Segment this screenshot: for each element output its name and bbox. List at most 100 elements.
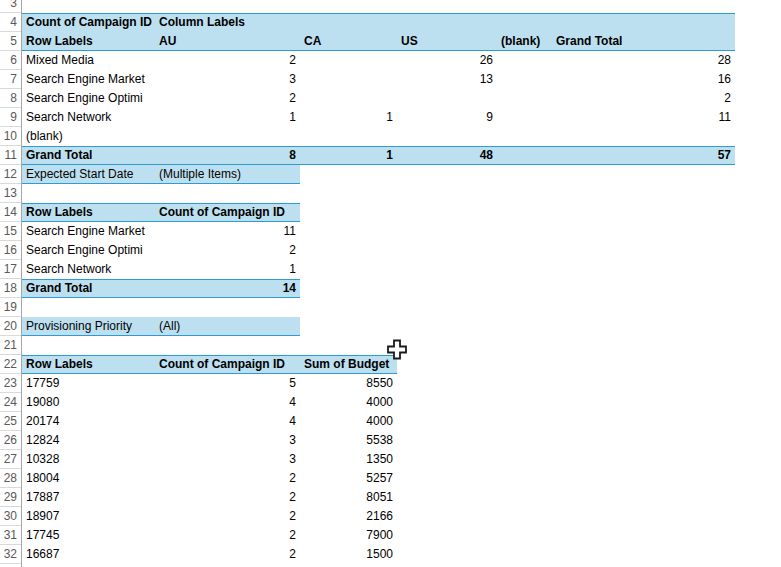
pivot1-grandtotal-label[interactable]: Grand Total [22,146,155,165]
filter2-value[interactable]: (All) [155,317,300,336]
pivot1-value[interactable]: 11 [552,108,735,127]
row-header-13[interactable]: 13 [0,184,21,203]
row-header-26[interactable]: 26 [0,431,21,450]
pivot3-row-label[interactable]: 18004 [22,469,155,488]
pivot1-value[interactable]: 2 [155,89,300,108]
row-header-25[interactable]: 25 [0,412,21,431]
row-header-9[interactable]: 9 [0,108,21,127]
pivot3-budget-value[interactable]: 1350 [300,450,397,469]
row-header-18[interactable]: 18 [0,279,21,298]
pivot2-value[interactable]: 1 [155,260,300,279]
pivot2-value[interactable]: 11 [155,222,300,241]
row-header-22[interactable]: 22 [0,355,21,374]
pivot2-value[interactable]: 2 [155,241,300,260]
pivot1-column-labels-caption[interactable]: Column Labels [155,13,300,32]
pivot1-col-header-0[interactable]: AU [155,32,300,51]
pivot3-count-value[interactable]: 3 [155,431,300,450]
pivot3-budget-caption[interactable]: Sum of Budget [300,355,397,374]
pivot1-value[interactable]: 1 [300,108,397,127]
row-header-10[interactable]: 10 [0,127,21,146]
pivot3-count-value[interactable]: 2 [155,526,300,545]
pivot1-grandtotal-value[interactable]: 8 [155,146,300,165]
pivot2-grandtotal-label[interactable]: Grand Total [22,279,155,298]
pivot3-row-label[interactable]: 20174 [22,412,155,431]
pivot1-row-label[interactable]: Search Engine Optimi [22,89,155,108]
pivot3-row-label[interactable]: 12824 [22,431,155,450]
pivot2-row-labels-caption[interactable]: Row Labels [22,203,155,222]
pivot3-count-value[interactable]: 4 [155,393,300,412]
pivot1-value[interactable]: 1 [155,108,300,127]
pivot1-row-label[interactable]: Search Engine Market [22,70,155,89]
pivot3-budget-value[interactable]: 8550 [300,374,397,393]
pivot3-budget-value[interactable]: 5257 [300,469,397,488]
row-header-5[interactable]: 5 [0,32,21,51]
pivot3-budget-value[interactable]: 4000 [300,412,397,431]
pivot3-row-labels-caption[interactable]: Row Labels [22,355,155,374]
pivot1-row-labels-caption[interactable]: Row Labels [22,32,155,51]
pivot3-count-value[interactable]: 2 [155,469,300,488]
filter1-label[interactable]: Expected Start Date [22,165,155,184]
pivot1-col-header-4[interactable]: Grand Total [552,32,735,51]
row-header-3[interactable]: 3 [0,0,21,13]
pivot3-budget-value[interactable]: 7900 [300,526,397,545]
pivot1-col-header-1[interactable]: CA [300,32,397,51]
row-header-24[interactable]: 24 [0,393,21,412]
filter2-label[interactable]: Provisioning Priority [22,317,155,336]
row-header-20[interactable]: 20 [0,317,21,336]
row-header-8[interactable]: 8 [0,89,21,108]
row-header-7[interactable]: 7 [0,70,21,89]
row-header-12[interactable]: 12 [0,165,21,184]
row-header-27[interactable]: 27 [0,450,21,469]
row-header-30[interactable]: 30 [0,507,21,526]
filter1-value[interactable]: (Multiple Items) [155,165,300,184]
pivot1-value[interactable]: 13 [397,70,497,89]
pivot1-grandtotal-value[interactable]: 48 [397,146,497,165]
pivot1-value[interactable]: 26 [397,51,497,70]
pivot2-row-label[interactable]: Search Engine Market [22,222,155,241]
pivot2-value-caption[interactable]: Count of Campaign ID [155,203,300,222]
row-header-32[interactable]: 32 [0,545,21,564]
pivot3-count-value[interactable]: 2 [155,507,300,526]
pivot1-col-header-3[interactable]: (blank) [497,32,552,51]
pivot3-budget-value[interactable]: 5538 [300,431,397,450]
row-header-28[interactable]: 28 [0,469,21,488]
row-header-4[interactable]: 4 [0,13,21,32]
pivot1-title[interactable]: Count of Campaign ID [22,13,155,32]
pivot3-row-label[interactable]: 19080 [22,393,155,412]
pivot1-row-label[interactable]: Search Network [22,108,155,127]
row-header-31[interactable]: 31 [0,526,21,545]
pivot3-count-value[interactable]: 2 [155,488,300,507]
pivot3-row-label[interactable]: 17745 [22,526,155,545]
pivot3-budget-value[interactable]: 1500 [300,545,397,564]
pivot3-row-label[interactable]: 16687 [22,545,155,564]
pivot3-budget-value[interactable]: 8051 [300,488,397,507]
row-header-6[interactable]: 6 [0,51,21,70]
row-header-11[interactable]: 11 [0,146,21,165]
pivot3-count-caption[interactable]: Count of Campaign ID [155,355,300,374]
row-header-21[interactable]: 21 [0,336,21,355]
pivot2-row-label[interactable]: Search Network [22,260,155,279]
pivot3-count-value[interactable]: 2 [155,545,300,564]
pivot1-col-header-2[interactable]: US [397,32,497,51]
pivot3-count-value[interactable]: 4 [155,412,300,431]
pivot1-value[interactable]: 16 [552,70,735,89]
pivot3-budget-value[interactable]: 4000 [300,393,397,412]
row-header-16[interactable]: 16 [0,241,21,260]
pivot1-value[interactable]: 2 [155,51,300,70]
pivot1-value[interactable]: 3 [155,70,300,89]
pivot3-budget-value[interactable]: 2166 [300,507,397,526]
pivot3-row-label[interactable]: 18907 [22,507,155,526]
pivot1-row-label[interactable]: (blank) [22,127,155,146]
row-header-15[interactable]: 15 [0,222,21,241]
pivot2-row-label[interactable]: Search Engine Optimi [22,241,155,260]
pivot3-row-label[interactable]: 10328 [22,450,155,469]
row-header-19[interactable]: 19 [0,298,21,317]
row-header-29[interactable]: 29 [0,488,21,507]
pivot3-count-value[interactable]: 3 [155,450,300,469]
pivot1-value[interactable]: 9 [397,108,497,127]
pivot3-count-value[interactable]: 5 [155,374,300,393]
pivot1-value[interactable]: 2 [552,89,735,108]
pivot1-value[interactable]: 28 [552,51,735,70]
pivot1-grandtotal-value[interactable]: 1 [300,146,397,165]
row-header-17[interactable]: 17 [0,260,21,279]
